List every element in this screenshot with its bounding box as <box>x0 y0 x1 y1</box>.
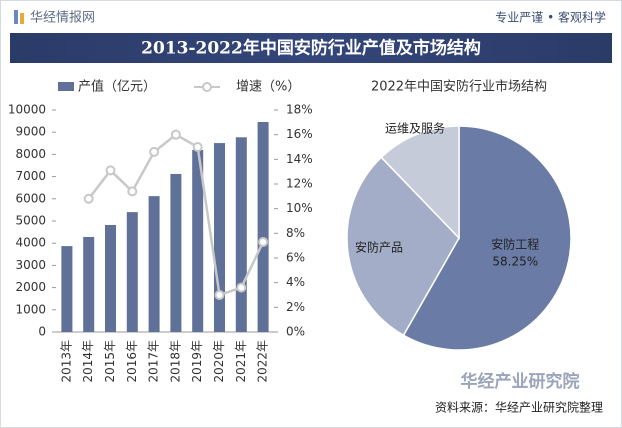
pie-slice <box>346 156 460 337</box>
bar <box>83 236 95 332</box>
pie-slice <box>402 125 572 351</box>
y-tick-label: 6000 <box>15 191 46 205</box>
bar <box>105 224 116 332</box>
line-marker <box>105 165 116 176</box>
y2-tick-label: 2% <box>286 300 305 314</box>
x-tick-label: 2021年 <box>234 340 248 383</box>
x-tick-label: 2015年 <box>103 340 117 383</box>
legend-swatch <box>202 82 212 92</box>
x-tick-label: 2013年 <box>59 340 73 383</box>
site-name: 华经情报网 <box>30 11 95 26</box>
x-tick-label: 2020年 <box>212 340 226 383</box>
pie-slice <box>380 125 460 240</box>
legend-label: 增速（%） <box>236 80 300 95</box>
logo-bar <box>14 10 18 24</box>
slogan: 专业严谨 • 客观科学 <box>495 10 606 25</box>
y2-tick-label: 0% <box>286 325 305 339</box>
bar <box>214 143 225 332</box>
y-tick-label: 4000 <box>15 236 46 250</box>
line-marker <box>258 236 269 247</box>
slice-label: 安防工程 <box>491 236 539 251</box>
x-tick-label: 2018年 <box>168 340 182 383</box>
y-tick-label: 10000 <box>8 103 46 117</box>
line-marker <box>83 193 94 204</box>
title-banner <box>10 33 612 63</box>
chart-title: 2022年中国安防行业市场结构 <box>371 79 547 95</box>
y2-tick-label: 8% <box>286 226 305 240</box>
y-tick-label: 2000 <box>15 280 46 294</box>
line-marker <box>192 142 203 152</box>
line-marker <box>236 282 247 293</box>
y2-tick-label: 10% <box>286 201 313 215</box>
legend-label: 产值（亿元） <box>78 79 156 95</box>
slice-label: 运维及服务 <box>385 120 445 135</box>
x-tick-label: 2016年 <box>125 340 139 383</box>
y2-tick-label: 16% <box>286 127 313 141</box>
line-marker <box>214 290 225 300</box>
y-tick-label: 1000 <box>15 302 46 316</box>
logo-bar <box>20 13 24 24</box>
bar <box>126 212 138 332</box>
x-tick-label: 2014年 <box>81 340 95 383</box>
y2-tick-label: 12% <box>286 177 313 191</box>
bar <box>235 137 247 332</box>
y-tick-label: 7000 <box>15 169 46 183</box>
slice-value-label: 58.25% <box>492 254 538 268</box>
y2-tick-label: 18% <box>286 103 313 117</box>
x-tick-label: 2017年 <box>147 340 161 383</box>
y-tick-label: 3000 <box>15 258 46 272</box>
slice-label: 安防产品 <box>355 239 403 254</box>
line-marker <box>127 186 138 197</box>
bar <box>192 149 204 332</box>
bar <box>257 121 269 332</box>
watermark: 华经产业研究院 <box>461 371 580 392</box>
line-marker <box>149 146 160 157</box>
x-tick-label: 2022年 <box>256 340 270 383</box>
bar <box>170 173 182 332</box>
y2-tick-label: 14% <box>286 152 313 166</box>
y-tick-label: 0 <box>38 325 46 339</box>
x-tick-label: 2019年 <box>190 340 204 383</box>
bar <box>61 246 73 332</box>
line-marker <box>170 129 181 140</box>
source: 资料来源：华经产业研究院整理 <box>435 400 603 415</box>
bar <box>148 196 160 332</box>
y2-tick-label: 4% <box>286 275 305 289</box>
y-tick-label: 8000 <box>15 147 46 161</box>
y2-tick-label: 6% <box>286 251 305 265</box>
legend-swatch <box>58 82 74 91</box>
y-tick-label: 5000 <box>15 214 46 228</box>
title: 2013-2022年中国安防行业产值及市场结构 <box>141 38 481 59</box>
y-tick-label: 9000 <box>15 125 46 139</box>
